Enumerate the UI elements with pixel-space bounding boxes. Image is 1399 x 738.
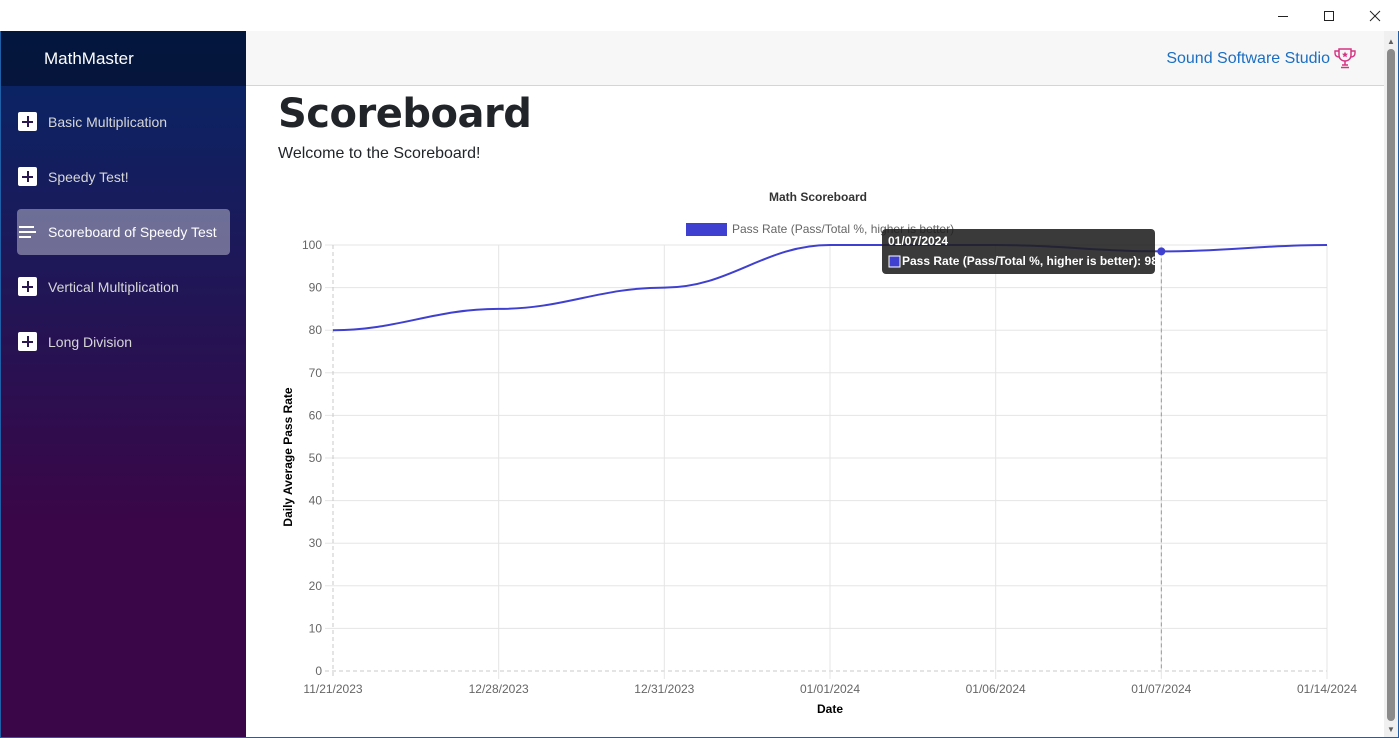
tooltip-title: 01/07/2024: [888, 234, 948, 248]
sidebar-item-basic-multiplication[interactable]: Basic Multiplication: [17, 99, 230, 145]
scroll-up-icon[interactable]: ▲: [1387, 36, 1395, 46]
x-tick-label: 01/07/2024: [1131, 682, 1191, 696]
trophy-icon[interactable]: [1333, 47, 1357, 69]
maximize-button[interactable]: [1306, 0, 1352, 31]
y-tick-label: 10: [309, 621, 323, 635]
y-tick-label: 40: [309, 494, 323, 508]
sound-software-studio-link[interactable]: Sound Software Studio: [1166, 50, 1330, 67]
y-tick-label: 90: [309, 281, 323, 295]
x-tick-label: 11/21/2023: [303, 682, 362, 696]
y-tick-label: 50: [309, 451, 323, 465]
sidebar-nav: Basic Multiplication Speedy Test! Scoreb…: [1, 86, 246, 365]
minimize-button[interactable]: [1260, 0, 1306, 31]
data-point-hovered: [1157, 247, 1166, 256]
chart-grid: [325, 244, 1328, 679]
tooltip-box: [882, 229, 1155, 274]
plus-icon: [18, 332, 37, 351]
plus-icon: [18, 112, 37, 131]
y-tick-label: 80: [309, 323, 323, 337]
sidebar-item-label: Basic Multiplication: [48, 114, 168, 130]
data-points: [1157, 247, 1166, 256]
scroll-down-icon[interactable]: ▼: [1387, 724, 1395, 734]
scoreboard-chart[interactable]: Math Scoreboard Pass Rate (Pass/Total %,…: [270, 185, 1370, 725]
close-icon: [1369, 10, 1381, 21]
y-axis-label: Daily Average Pass Rate: [281, 387, 295, 527]
scrollbar-thumb[interactable]: [1387, 49, 1395, 721]
vertical-scrollbar[interactable]: ▲ ▼: [1384, 31, 1398, 737]
y-axis-ticks: 0 10 20 30 40 50 60 70 80 90 100: [302, 238, 322, 678]
page-title: Scoreboard: [278, 91, 532, 137]
plus-icon: [18, 167, 37, 186]
y-tick-label: 60: [309, 408, 323, 422]
chart-tooltip: 01/07/2024 Pass Rate (Pass/Total %, high…: [882, 229, 1168, 274]
y-tick-label: 0: [315, 664, 322, 678]
minimize-icon: [1278, 15, 1288, 17]
sidebar-item-label: Scoreboard of Speedy Test: [48, 224, 217, 240]
tooltip-swatch: [888, 255, 901, 268]
x-axis-label: Date: [817, 702, 843, 716]
sidebar-item-speedy-test[interactable]: Speedy Test!: [17, 154, 230, 200]
sidebar-item-long-division[interactable]: Long Division: [17, 319, 230, 365]
x-tick-label: 01/14/2024: [1297, 682, 1357, 696]
y-tick-label: 20: [309, 579, 323, 593]
title-bar: [0, 0, 1399, 31]
x-tick-label: 12/28/2023: [469, 682, 529, 696]
y-tick-label: 100: [302, 238, 322, 252]
maximize-icon: [1324, 10, 1334, 21]
sidebar-item-scoreboard[interactable]: Scoreboard of Speedy Test: [17, 209, 230, 255]
close-button[interactable]: [1352, 0, 1398, 31]
sidebar: MathMaster Basic Multiplication Speedy T…: [1, 31, 246, 737]
sidebar-item-label: Vertical Multiplication: [48, 279, 179, 295]
sidebar-item-vertical-multiplication[interactable]: Vertical Multiplication: [17, 264, 230, 310]
y-tick-label: 70: [309, 366, 323, 380]
y-tick-label: 30: [309, 536, 323, 550]
x-tick-label: 01/01/2024: [800, 682, 860, 696]
legend-swatch[interactable]: [686, 223, 727, 236]
chart-title: Math Scoreboard: [769, 190, 867, 204]
x-axis-ticks: 11/21/2023 12/28/2023 12/31/2023 01/01/2024…: [303, 682, 1357, 696]
sidebar-item-label: Long Division: [48, 334, 133, 350]
tooltip-label: Pass Rate (Pass/Total %, higher is bette…: [902, 254, 1168, 268]
brand-title[interactable]: MathMaster: [1, 31, 246, 86]
top-bar: Sound Software Studio: [246, 31, 1384, 86]
list-icon: [18, 222, 37, 241]
x-tick-label: 12/31/2023: [634, 682, 694, 696]
x-tick-label: 01/06/2024: [966, 682, 1026, 696]
plus-icon: [18, 277, 37, 296]
welcome-text: Welcome to the Scoreboard!: [278, 145, 481, 162]
sidebar-item-label: Speedy Test!: [48, 169, 129, 185]
